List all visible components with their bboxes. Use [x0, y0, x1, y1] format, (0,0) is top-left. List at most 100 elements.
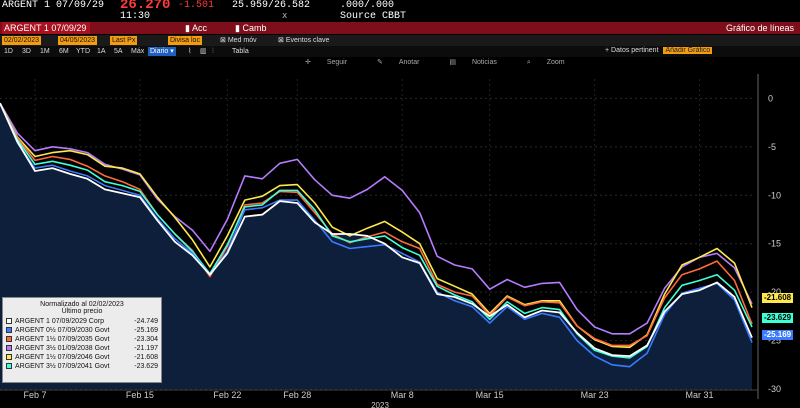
price-field-select[interactable]: Last Px — [110, 36, 138, 45]
start-date-field[interactable]: 02/02/2023 — [2, 36, 42, 45]
chart-area[interactable]: 0 -5 -10 -15 -20 -25 -30 Feb 7 Feb 15 Feb 22 Feb 2… — [0, 57, 800, 408]
table-button[interactable]: Tabla — [232, 48, 249, 55]
moving-average-toggle[interactable]: ⊠ Med móv — [218, 36, 259, 45]
period-1d-button[interactable]: 1D — [4, 48, 13, 55]
series-line-2 — [0, 102, 753, 368]
size-separator: x — [282, 11, 288, 21]
news-button[interactable]: ▤ Noticias — [449, 59, 510, 66]
zoom-icon: ⌕ — [526, 59, 533, 66]
x-tick-label: Mar 23 — [581, 390, 609, 400]
y-tick-label: -15 — [768, 239, 781, 249]
legend-rows: ARGENT 1 07/09/2029 Corp -24.749 ARGENT 0½… — [3, 317, 161, 371]
last-update-time: 11:30 — [120, 11, 151, 22]
date-toolbar: 02/02/2023 04/05/2023 Last Px Divisa loc… — [0, 35, 800, 46]
key-events-toggle[interactable]: ⊠ Eventos clave — [276, 36, 331, 45]
period-toolbar: 1D 3D 1M 6M YTD 1A 5A Máx Diario ▾ ⌇ ▥ ⫶… — [0, 46, 800, 57]
legend-series-name: ARGENT 1½ 07/09/2035 Govt — [15, 336, 110, 343]
period-5a-button[interactable]: 5A — [114, 48, 123, 55]
add-data-button[interactable]: + Datos pertinent — [605, 47, 659, 54]
price-change: -1.501 — [178, 0, 215, 11]
legend-item[interactable]: ARGENT 0½ 07/09/2030 Govt -25.169 — [3, 326, 161, 335]
legend-subtitle: Último precio — [61, 308, 103, 315]
legend-item[interactable]: ARGENT 1½ 07/09/2035 Govt -23.304 — [3, 335, 161, 344]
bid-ask: 25.959/26.582 — [232, 0, 311, 11]
change-label: Camb — [242, 23, 267, 33]
actions-label: Acc — [191, 23, 207, 33]
legend-item[interactable]: ARGENT 3½ 07/09/2041 Govt -23.629 — [3, 362, 161, 371]
legend-last-value: -21.197 — [134, 345, 158, 352]
legend-swatch — [6, 318, 12, 324]
period-max-button[interactable]: Máx — [131, 48, 145, 55]
legend-swatch — [6, 363, 12, 369]
quote-bar: ARGENT 1 07/09/29 26.270 11:30 -1.501 25… — [0, 0, 800, 22]
bars-icon: ▮ — [235, 23, 243, 33]
x-tick-label: Mar 8 — [391, 390, 414, 400]
legend[interactable]: Normalizado al 02/02/2023 Último precio … — [2, 297, 162, 383]
legend-series-name: ARGENT 3½ 07/09/2041 Govt — [15, 363, 110, 370]
period-3d-button[interactable]: 3D — [22, 48, 31, 55]
zoom-button[interactable]: ⌕ Zoom — [527, 59, 579, 66]
change-button[interactable]: ▮ Camb — [235, 22, 266, 34]
end-date-field[interactable]: 04/05/2023 — [58, 36, 98, 45]
legend-last-value: -23.629 — [134, 363, 158, 370]
legend-title: Normalizado al 02/02/2023 — [40, 301, 124, 308]
line-chart-icon[interactable]: ⌇ — [188, 48, 192, 55]
bars-icon: ▮ — [185, 23, 192, 33]
add-chart-button[interactable]: Añadir Gráfico — [663, 47, 713, 54]
legend-swatch — [6, 327, 12, 333]
period-1m-button[interactable]: 1M — [40, 48, 50, 55]
chart-style-icon[interactable]: ⫶ — [212, 48, 214, 55]
currency-select[interactable]: Divisa loc — [168, 36, 202, 45]
period-ytd-button[interactable]: YTD — [76, 48, 90, 55]
x-tick-label: Mar 31 — [686, 390, 714, 400]
key-events-label: Eventos clave — [285, 37, 330, 44]
series-line-5 — [0, 102, 753, 349]
x-tick-label: Feb 7 — [23, 390, 46, 400]
y-tick-label: -30 — [768, 384, 781, 394]
period-6m-button[interactable]: 6M — [59, 48, 69, 55]
ticker-field[interactable]: ARGENT 1 07/09/29 — [2, 22, 90, 34]
legend-last-value: -21.608 — [134, 354, 158, 361]
x-tick-label: Feb 22 — [213, 390, 241, 400]
frequency-select[interactable]: Diario ▾ — [148, 47, 176, 56]
series-line-6 — [0, 102, 753, 359]
line-chart[interactable]: 0 -5 -10 -15 -20 -25 -30 Feb 7 Feb 15 Feb 22 Feb 2… — [0, 57, 800, 408]
plus-icon: + — [605, 47, 612, 54]
legend-series-name: ARGENT 1½ 07/09/2046 Govt — [15, 354, 110, 361]
yield-bid-ask: .000/.000 — [340, 0, 395, 11]
legend-swatch — [6, 336, 12, 342]
period-1a-button[interactable]: 1A — [97, 48, 106, 55]
follow-button[interactable]: ✛ Seguir — [305, 59, 361, 66]
chart-menu: ✛ Seguir ✎ Anotar ▤ Noticias ⌕ Zoom — [305, 58, 593, 68]
checkbox-icon: ⊠ — [278, 37, 286, 44]
dropdown-icon: ▾ — [168, 48, 174, 55]
pricing-source: Source CBBT — [340, 11, 407, 22]
pencil-icon: ✎ — [377, 59, 385, 66]
last-price: 26.270 — [120, 0, 171, 13]
bar-chart-icon[interactable]: ▥ — [200, 48, 207, 55]
follow-label: Seguir — [326, 59, 348, 66]
series-line-3 — [0, 102, 753, 347]
legend-item[interactable]: ARGENT 1½ 07/09/2046 Govt -21.608 — [3, 353, 161, 362]
y-tick-label: 0 — [768, 93, 773, 103]
legend-series-name: ARGENT 1 07/09/2029 Corp — [15, 318, 104, 325]
y-tick-label: -10 — [768, 190, 781, 200]
crosshair-icon: ✛ — [305, 59, 313, 66]
function-bar: ARGENT 1 07/09/29 ▮ Acc ▮ Camb Gráfico d… — [0, 22, 800, 34]
legend-swatch — [6, 354, 12, 360]
data-label: Datos pertinent — [611, 47, 659, 54]
legend-item[interactable]: ARGENT 3½ 01/09/2038 Govt -21.197 — [3, 344, 161, 353]
y-tick-label: -5 — [768, 142, 776, 152]
legend-last-value: -25.169 — [134, 327, 158, 334]
news-label: Noticias — [471, 59, 497, 66]
end-value-label: -25.169 — [762, 330, 794, 340]
moving-average-label: Med móv — [227, 37, 257, 44]
data-controls: + Datos pertinent Añadir Gráfico — [605, 47, 713, 54]
annotate-button[interactable]: ✎ Anotar — [377, 59, 433, 66]
end-value-label: -23.629 — [762, 313, 794, 323]
actions-button[interactable]: ▮ Acc — [185, 22, 207, 34]
legend-series-name: ARGENT 3½ 01/09/2038 Govt — [15, 345, 110, 352]
security-ticker[interactable]: ARGENT 1 07/09/29 — [2, 0, 105, 11]
frequency-label: Diario — [150, 48, 169, 55]
legend-item[interactable]: ARGENT 1 07/09/2029 Corp -24.749 — [3, 317, 161, 326]
